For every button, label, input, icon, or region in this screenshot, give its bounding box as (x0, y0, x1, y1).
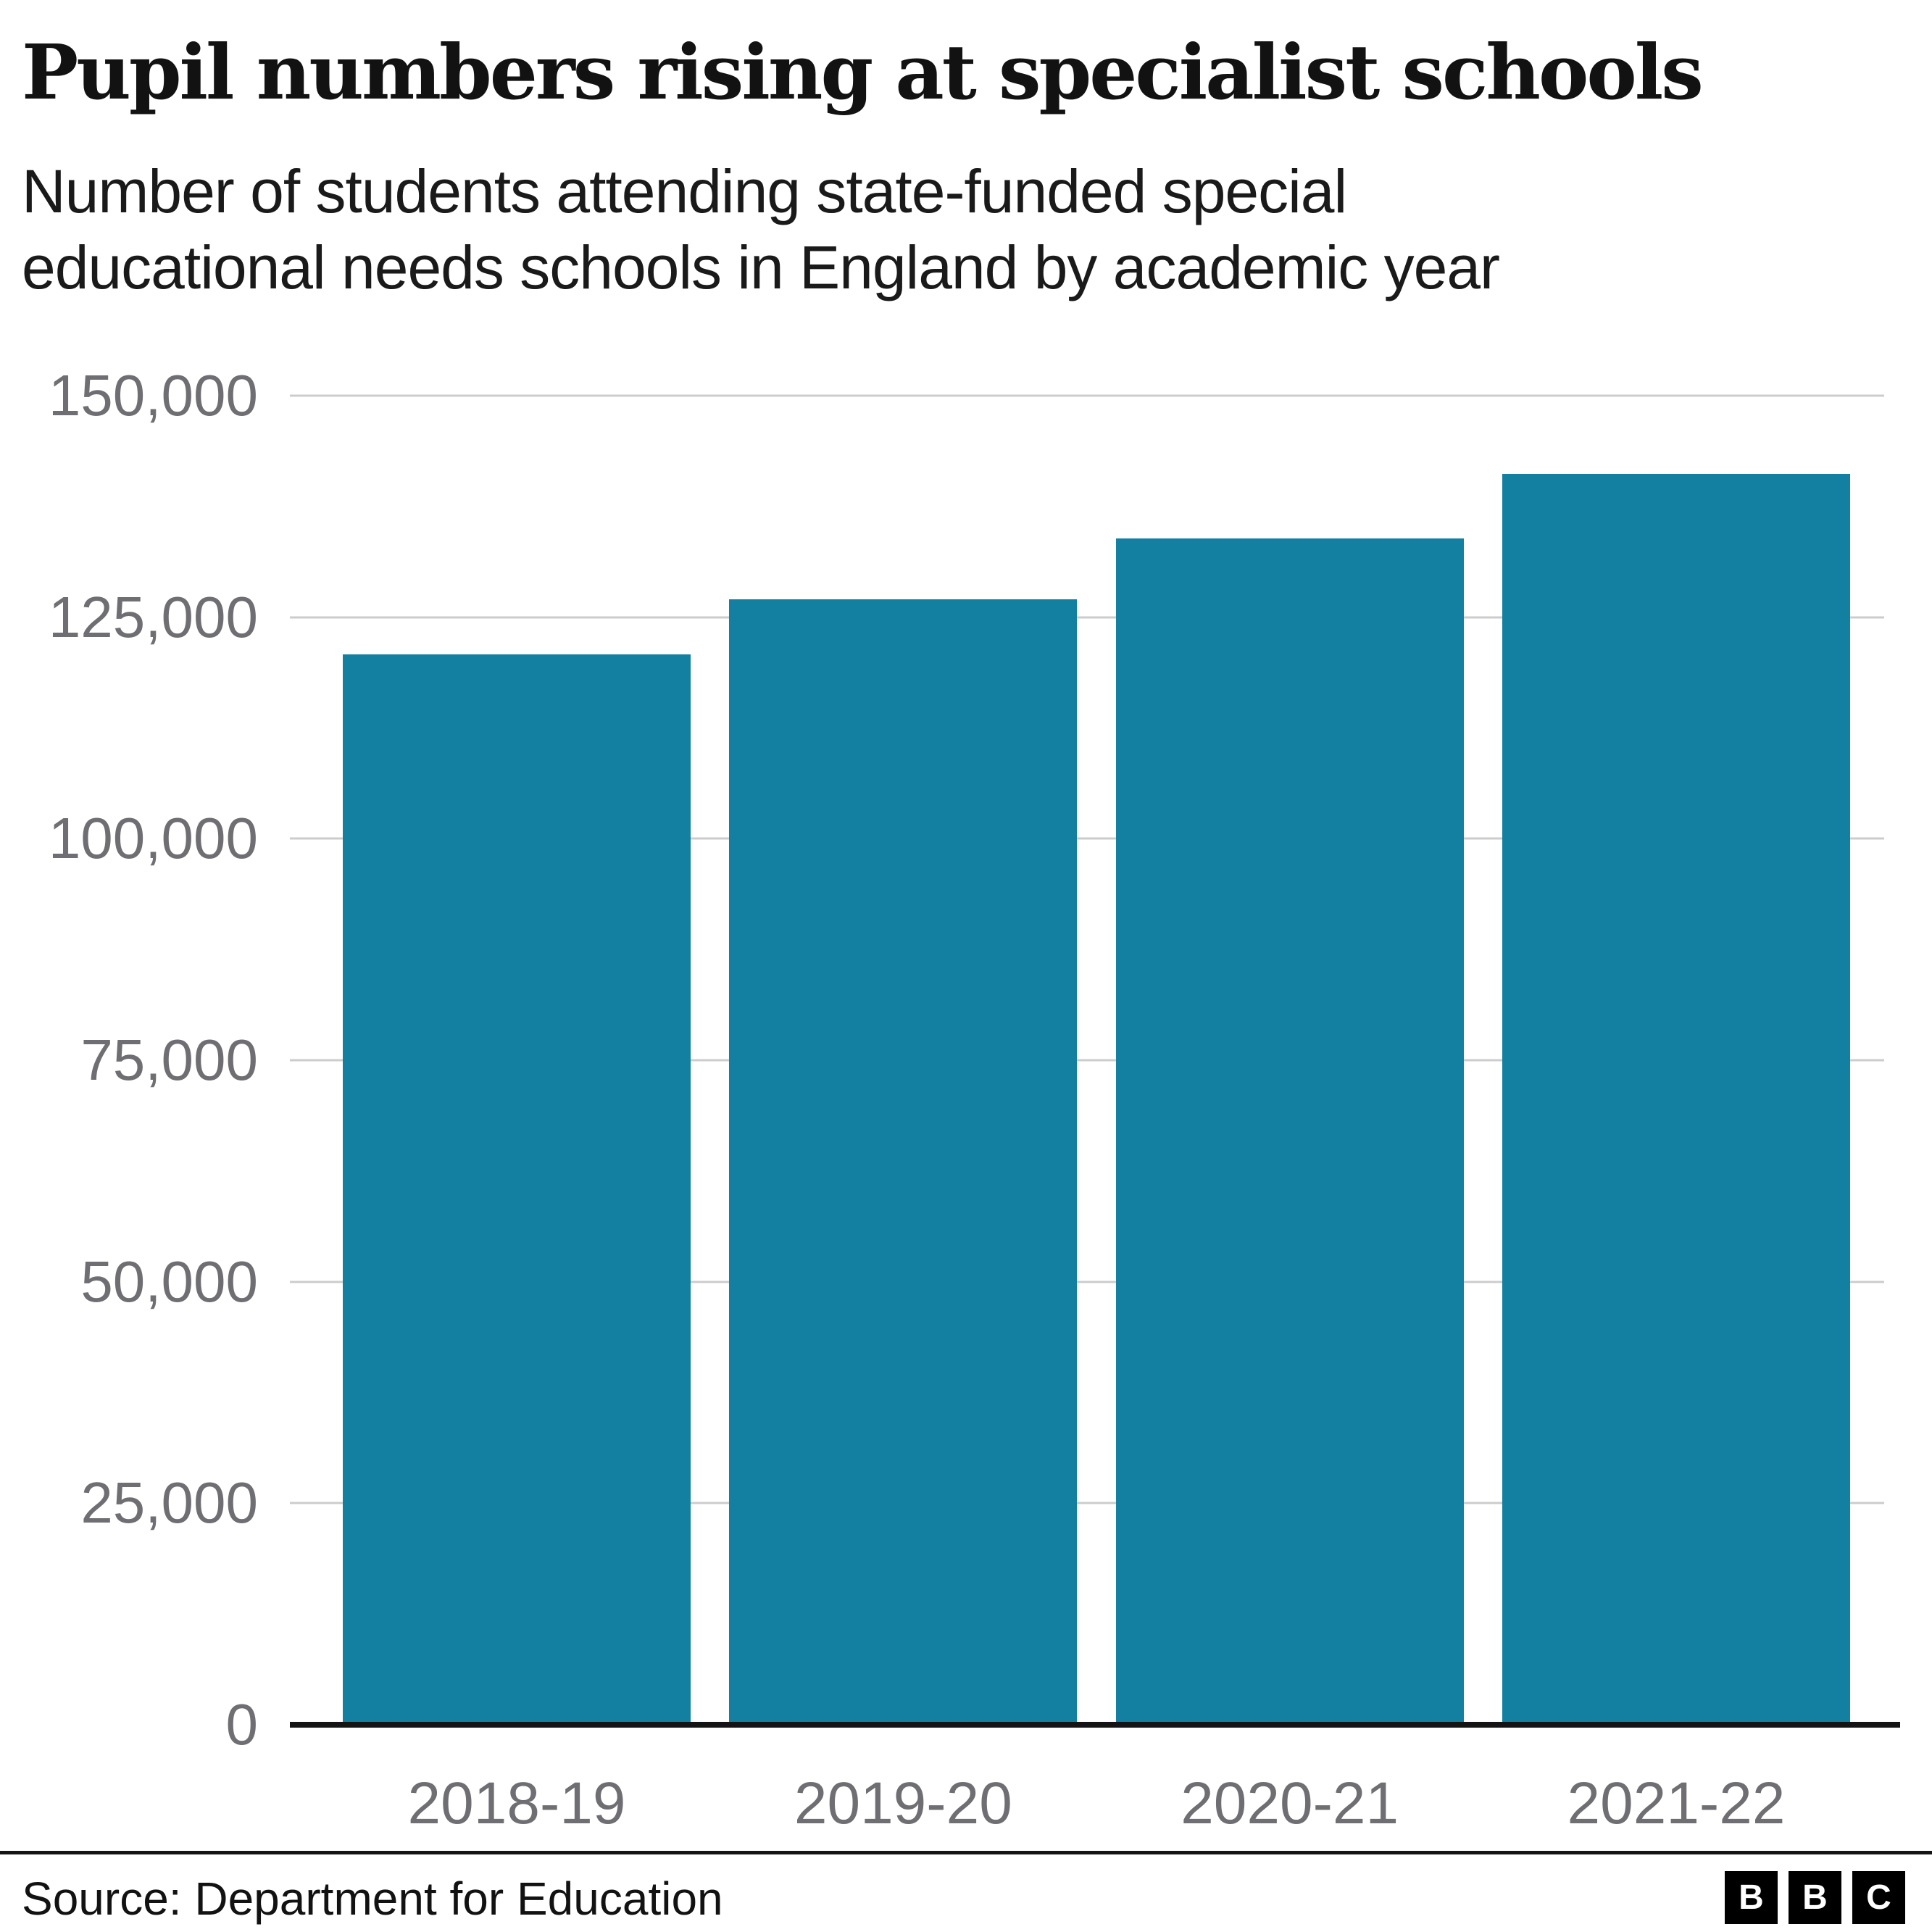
footer-divider-line (0, 1851, 1932, 1854)
y-tick-label-150,000: 150,000 (48, 363, 258, 428)
y-tick-label-100,000: 100,000 (48, 806, 258, 871)
chart-subtitle-line-2: educational needs schools in England by … (22, 233, 1500, 301)
y-tick-label-75,000: 75,000 (80, 1028, 258, 1092)
x-tick-label-2020-21: 2020-21 (1181, 1770, 1399, 1836)
y-tick-label-125,000: 125,000 (48, 584, 258, 649)
bar-2018-19 (343, 654, 691, 1725)
x-axis-baseline (290, 1722, 1900, 1728)
gridline-125,000 (290, 616, 1884, 619)
bar-2020-21 (1115, 538, 1464, 1725)
bbc-logo: B B C (1725, 1871, 1905, 1924)
gridline-100,000 (290, 837, 1884, 840)
source-attribution: Source: Department for Education (22, 1873, 723, 1925)
bar-2019-20 (729, 599, 1078, 1725)
y-tick-label-0: 0 (225, 1692, 259, 1757)
x-tick-label-2018-19: 2018-19 (407, 1770, 626, 1836)
bbc-logo-letter-b2: B (1789, 1871, 1841, 1924)
gridline-50,000 (290, 1281, 1884, 1283)
chart-title: Pupil numbers rising at specialist schoo… (22, 28, 1704, 117)
bbc-logo-letter-b1: B (1725, 1871, 1778, 1924)
chart-subtitle: Number of students attending state-funde… (22, 154, 1910, 306)
bbc-logo-letter-c: C (1852, 1871, 1905, 1924)
bar-2021-22 (1502, 473, 1850, 1725)
x-tick-label-2021-22: 2021-22 (1567, 1770, 1786, 1836)
chart-subtitle-line-1: Number of students attending state-funde… (22, 157, 1347, 225)
gridline-25,000 (290, 1502, 1884, 1504)
y-tick-label-25,000: 25,000 (80, 1470, 258, 1536)
y-tick-label-50,000: 50,000 (80, 1249, 258, 1314)
x-tick-label-2019-20: 2019-20 (794, 1770, 1012, 1836)
gridline-75,000 (290, 1059, 1884, 1062)
gridline-150,000 (290, 394, 1884, 397)
